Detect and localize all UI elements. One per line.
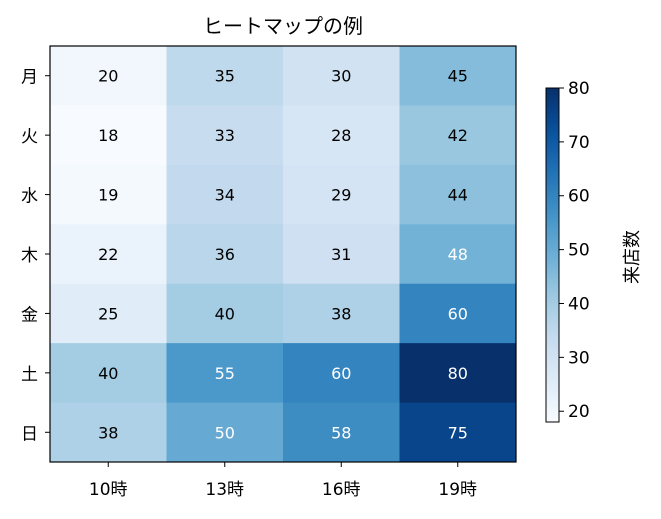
y-tick-label: 火 (21, 127, 38, 147)
cell-value-label: 33 (215, 126, 235, 145)
heatmap-cell (399, 105, 517, 166)
y-tick-label: 金 (21, 305, 38, 325)
heatmap-cell (399, 283, 517, 344)
cell-value-label: 19 (98, 186, 118, 205)
cell-value-label: 55 (215, 364, 235, 383)
heatmap-cell (283, 283, 400, 344)
cell-value-label: 34 (215, 186, 235, 205)
heatmap-cells (50, 46, 517, 463)
heatmap-cell-labels: 20 35 30 45 18 33 28 42 19 34 29 44 22 36 31 48 25 40 38 60… (98, 67, 468, 443)
cell-value-label: 58 (331, 423, 351, 442)
cell-value-label: 38 (331, 304, 351, 323)
heatmap-cell (283, 343, 400, 404)
cell-value-label: 30 (331, 67, 351, 86)
cell-value-label: 22 (98, 245, 118, 264)
cell-value-label: 60 (331, 364, 351, 383)
heatmap-cell (283, 105, 400, 166)
cell-value-label: 48 (448, 245, 468, 264)
cell-value-label: 25 (98, 304, 118, 323)
cell-value-label: 38 (98, 423, 118, 442)
colorbar-tick-label: 30 (568, 348, 590, 368)
y-tick-label: 水 (21, 187, 38, 207)
x-tick-label: 10時 (89, 480, 128, 500)
heatmap-cell (399, 164, 517, 225)
colorbar-tick-label: 80 (568, 79, 590, 99)
colorbar: 20 30 40 50 60 70 80 (545, 79, 590, 423)
heatmap-cell (166, 343, 284, 404)
colorbar-tick-label: 60 (568, 187, 590, 207)
cell-value-label: 36 (215, 245, 235, 264)
x-tick-label: 16時 (322, 480, 361, 500)
colorbar-label: 来店数 (622, 230, 643, 284)
heatmap-cell (399, 46, 517, 106)
heatmap-cell (50, 224, 167, 285)
cell-value-label: 28 (331, 126, 351, 145)
colorbar-frame (545, 87, 560, 423)
colorbar-tick-label: 20 (568, 402, 590, 422)
heatmap-cell (283, 164, 400, 225)
colorbar-tick-label: 70 (568, 133, 590, 153)
cell-value-label: 60 (448, 304, 468, 323)
heatmap-cell (166, 46, 284, 106)
colorbar-tick-label: 50 (568, 241, 590, 261)
cell-value-label: 45 (448, 67, 468, 86)
heatmap-cell (283, 402, 400, 463)
colorbar-gradient (546, 88, 559, 422)
heatmap-cell (166, 105, 284, 166)
heatmap-cell (283, 46, 400, 106)
cell-value-label: 75 (448, 423, 468, 442)
x-tick-label: 19時 (438, 480, 477, 500)
cell-value-label: 29 (331, 186, 351, 205)
y-tick-label: 日 (21, 424, 38, 444)
heatmap-cell (50, 164, 167, 225)
cell-value-label: 44 (448, 186, 468, 205)
heatmap-cell (166, 164, 284, 225)
colorbar-tick-label: 40 (568, 294, 590, 314)
y-tick-label: 月 (21, 68, 38, 88)
cell-value-label: 20 (98, 67, 118, 86)
cell-value-label: 50 (215, 423, 235, 442)
heatmap-cell (50, 402, 167, 463)
heatmap-cell (50, 46, 167, 106)
x-tick-label: 13時 (205, 480, 244, 500)
heatmap-cell (399, 402, 517, 463)
y-tick-label: 土 (21, 365, 38, 385)
chart-title: ヒートマップの例 (203, 14, 363, 38)
heatmap-cell (50, 105, 167, 166)
y-tick-label: 木 (21, 246, 38, 266)
heatmap-cell (166, 283, 284, 344)
heatmap-cell (399, 343, 517, 404)
heatmap-cell (166, 402, 284, 463)
heatmap-cell (50, 283, 167, 344)
x-axis-ticks: 10時 13時 16時 19時 (89, 462, 477, 500)
cell-value-label: 80 (448, 364, 468, 383)
cell-value-label: 40 (98, 364, 118, 383)
heatmap-cell (50, 343, 167, 404)
cell-value-label: 31 (331, 245, 351, 264)
cell-value-label: 42 (448, 126, 468, 145)
cell-value-label: 40 (215, 304, 235, 323)
heatmap-cell (283, 224, 400, 285)
heatmap-cell (399, 224, 517, 285)
cell-value-label: 18 (98, 126, 118, 145)
heatmap-cell (166, 224, 284, 285)
cell-value-label: 35 (215, 67, 235, 86)
